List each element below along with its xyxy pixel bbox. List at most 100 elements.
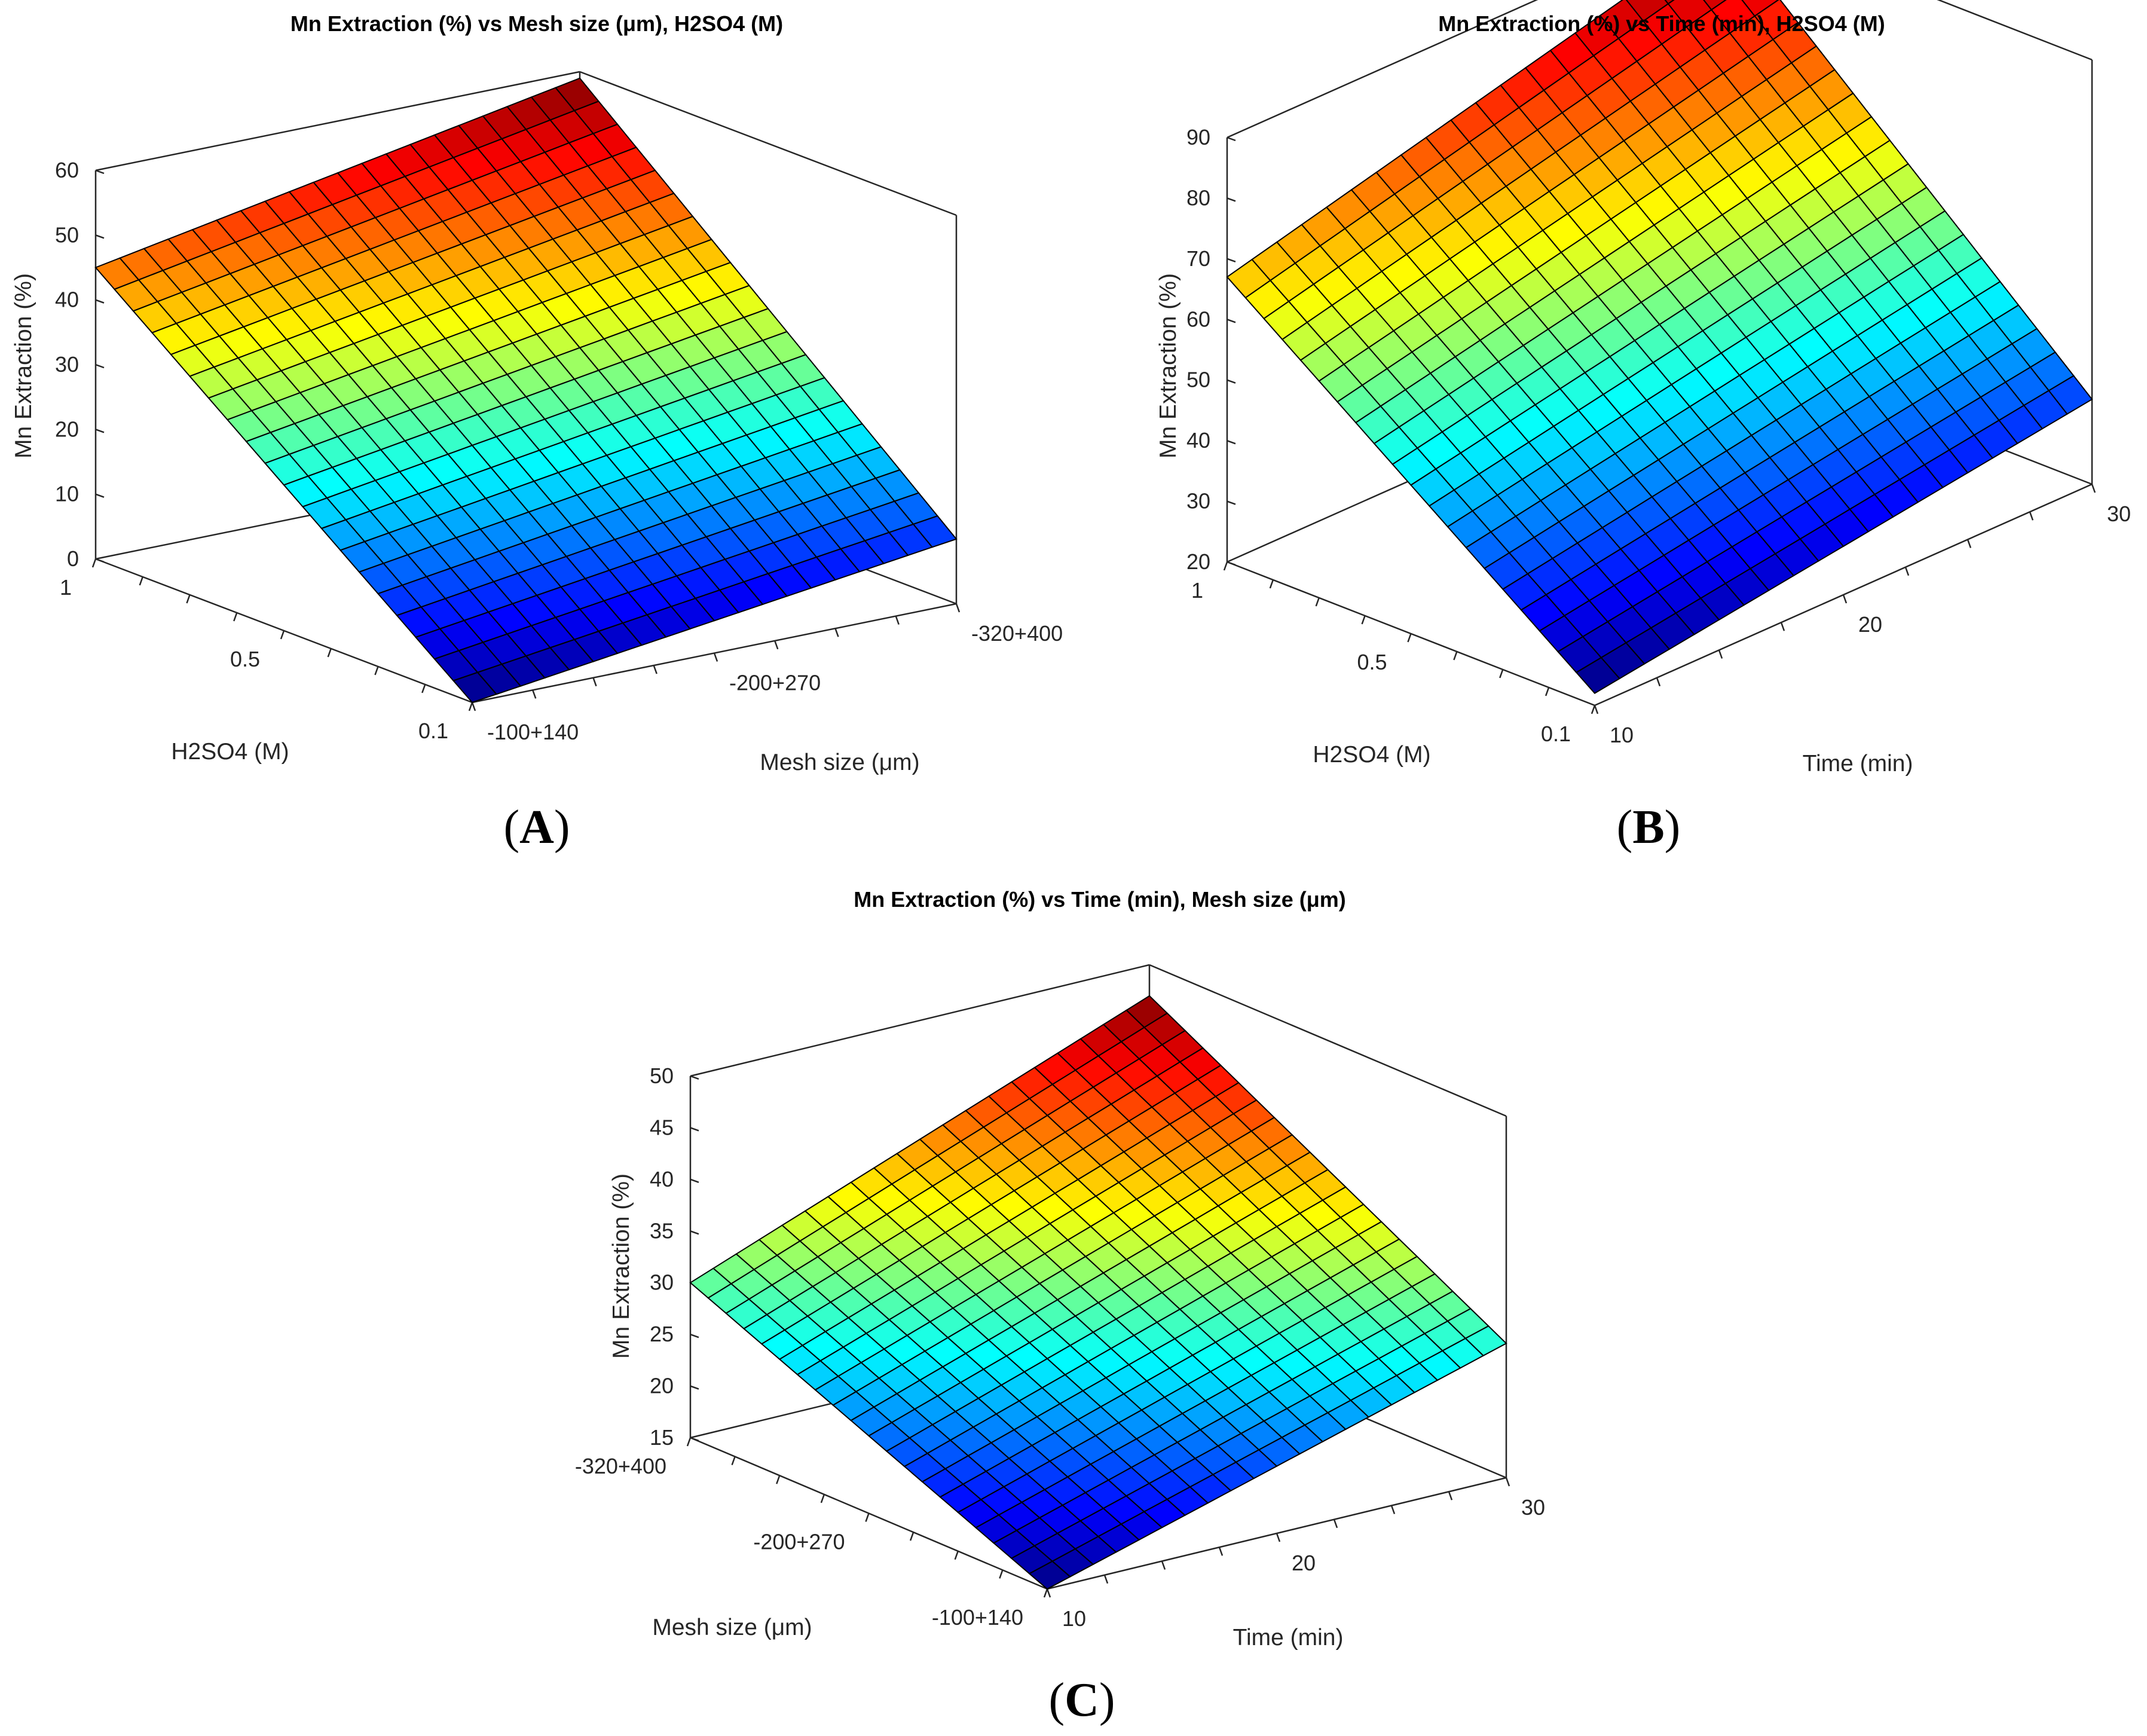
surface-plot-a: 0 10 20 30 40 50 60 1 0.5 0.1 -100+140 -200+270 -320… xyxy=(11,11,1063,775)
z-tick-mark xyxy=(95,299,105,304)
x-minor-tick xyxy=(139,576,143,586)
y-tick-label: -320+400 xyxy=(971,621,1063,646)
z-tick-label: 50 xyxy=(650,1063,674,1088)
z-tick-mark xyxy=(690,1230,699,1235)
z-tick-label: 40 xyxy=(1186,428,1210,453)
z-tick-label: 80 xyxy=(1186,185,1210,210)
z-tick-label: 10 xyxy=(55,482,79,506)
x-tick-label: 0.1 xyxy=(418,719,448,743)
z-tick-mark xyxy=(690,1178,699,1184)
z-tick-mark xyxy=(1227,197,1236,202)
x-minor-tick xyxy=(1453,651,1458,661)
x-minor-tick xyxy=(1269,579,1274,589)
x-minor-tick xyxy=(374,666,379,676)
z-tick-mark xyxy=(1227,379,1236,384)
x-tick-mark xyxy=(1043,1588,1048,1598)
x-minor-tick xyxy=(1315,597,1320,607)
y-tick-label: 10 xyxy=(1610,723,1634,747)
x-minor-tick xyxy=(820,1494,825,1503)
y-minor-tick xyxy=(532,689,537,699)
y-tick-mark xyxy=(471,702,476,711)
x-minor-tick xyxy=(327,648,332,658)
z-tick-mark xyxy=(95,493,105,498)
z-tick-label: 40 xyxy=(55,288,79,312)
x-axis-label: H2SO4 (M) xyxy=(171,739,289,765)
y-tick-mark xyxy=(1594,705,1599,714)
y-tick-mark xyxy=(955,603,961,613)
y-tick-label: -100+140 xyxy=(487,720,579,744)
y-axis-label: Mesh size (μm) xyxy=(760,750,919,775)
x-minor-tick xyxy=(1499,669,1504,678)
z-tick-mark xyxy=(95,169,105,175)
z-tick-label: 20 xyxy=(55,417,79,441)
z-tick-label: 15 xyxy=(650,1425,674,1450)
x-axis-label: Mesh size (μm) xyxy=(652,1615,812,1640)
x-minor-tick xyxy=(233,612,238,622)
x-minor-tick xyxy=(909,1532,915,1541)
z-tick-label: 60 xyxy=(55,158,79,182)
y-axis-label: Time (min) xyxy=(1803,751,1913,777)
y-tick-mark xyxy=(1046,1588,1051,1598)
surface-plot-b: 20 30 40 50 60 70 80 90 1 0.5 0.1 10 20 30 Mn Extracti… xyxy=(1155,0,2131,777)
y-minor-tick xyxy=(2029,511,2034,521)
x-tick-label: 1 xyxy=(1191,578,1203,603)
x-tick-mark xyxy=(468,702,473,711)
x-minor-tick xyxy=(776,1475,781,1484)
x-minor-tick xyxy=(421,684,426,693)
panel-label-b: (B) xyxy=(1617,801,1681,854)
z-tick-mark xyxy=(690,1075,699,1080)
y-tick-label: 30 xyxy=(1521,1495,1545,1520)
z-tick-mark xyxy=(1227,319,1236,323)
z-tick-mark xyxy=(1227,136,1236,142)
z-tick-label: 30 xyxy=(1186,489,1210,514)
surface-cell xyxy=(1575,656,1621,694)
z-tick-label: 30 xyxy=(650,1270,674,1295)
z-tick-label: 45 xyxy=(650,1115,674,1139)
z-tick-mark xyxy=(1227,258,1236,263)
y-minor-tick xyxy=(774,640,779,650)
z-tick-mark xyxy=(95,558,105,563)
panel-label-c: (C) xyxy=(1048,1674,1115,1726)
x-tick-mark xyxy=(1223,561,1228,571)
axis-box-line xyxy=(1937,0,2093,61)
x-minor-tick xyxy=(1545,687,1550,696)
z-tick-mark xyxy=(690,1333,699,1338)
z-axis-label: Mn Extraction (%) xyxy=(608,1173,634,1359)
chart-title: Mn Extraction (%) vs Time (min), H2SO4 (… xyxy=(1438,11,1885,36)
chart-title: Mn Extraction (%) vs Mesh size (μm), H2S… xyxy=(290,11,783,36)
z-tick-mark xyxy=(95,234,105,239)
x-minor-tick xyxy=(1361,615,1366,625)
y-minor-tick xyxy=(1966,539,1972,548)
axis-box-line xyxy=(1227,0,1539,139)
x-tick-mark xyxy=(865,1513,870,1522)
z-tick-mark xyxy=(1227,561,1236,566)
z-tick-mark xyxy=(690,1437,699,1442)
y-minor-tick xyxy=(834,628,839,637)
y-tick-mark xyxy=(713,653,718,662)
z-tick-label: 50 xyxy=(55,222,79,247)
axis-box-line xyxy=(690,964,1150,1077)
z-tick-mark xyxy=(1227,500,1236,505)
z-tick-label: 20 xyxy=(650,1374,674,1398)
x-tick-mark xyxy=(1591,705,1596,714)
x-axis-label: H2SO4 (M) xyxy=(1313,742,1430,768)
x-tick-mark xyxy=(91,558,97,568)
y-minor-tick xyxy=(1904,567,1910,576)
y-minor-tick xyxy=(1333,1519,1338,1529)
y-minor-tick xyxy=(1218,1546,1224,1556)
axis-box-line xyxy=(579,71,957,216)
x-tick-mark xyxy=(686,1437,692,1447)
z-tick-label: 25 xyxy=(650,1322,674,1346)
y-tick-label: 30 xyxy=(2107,502,2131,526)
y-minor-tick xyxy=(653,665,657,674)
z-tick-label: 90 xyxy=(1186,125,1210,149)
surface-cell xyxy=(1703,0,1727,11)
x-minor-tick xyxy=(186,594,191,604)
x-tick-label: 0.5 xyxy=(1357,650,1387,674)
z-axis-label: Mn Extraction (%) xyxy=(11,273,36,459)
x-tick-label: -320+400 xyxy=(575,1454,666,1478)
x-tick-label: 0.1 xyxy=(1541,722,1571,746)
z-tick-mark xyxy=(95,429,105,433)
